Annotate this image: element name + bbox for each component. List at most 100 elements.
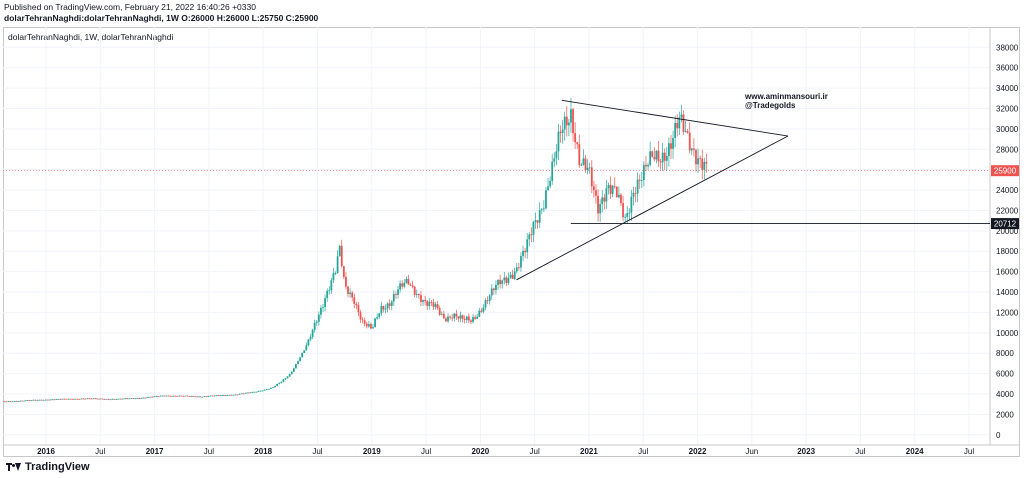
- candle-body: [390, 301, 393, 306]
- candle-body: [240, 393, 243, 395]
- candle-body: [42, 399, 45, 401]
- candle-body: [19, 400, 22, 402]
- candle-body: [557, 131, 560, 152]
- candle-body: [542, 208, 545, 210]
- y-tick-label: 36000: [996, 64, 1019, 73]
- candle-body: [440, 313, 443, 315]
- candle-body: [513, 271, 516, 279]
- candle-body: [88, 398, 91, 400]
- candle-body: [586, 167, 589, 171]
- candle-body: [582, 158, 585, 165]
- candle-body: [124, 398, 126, 400]
- candle-body: [134, 398, 137, 400]
- candle-body: [149, 396, 151, 398]
- candle-body: [424, 299, 427, 302]
- candle-body: [49, 399, 51, 401]
- candle-body: [499, 279, 502, 285]
- candle-body: [265, 389, 268, 391]
- candle-body: [22, 400, 24, 402]
- candle-body: [153, 396, 156, 398]
- published-info: Published on TradingView.com, February 2…: [4, 2, 256, 12]
- candle-body: [255, 391, 258, 393]
- candle-body: [428, 301, 431, 306]
- x-tick-label: 2019: [363, 447, 381, 456]
- candle-body: [517, 267, 520, 269]
- candle-body: [451, 317, 454, 319]
- tradingview-logo[interactable]: TradingView: [6, 461, 90, 473]
- candle-body: [247, 392, 249, 394]
- y-tick-label: 22000: [996, 206, 1019, 215]
- candle-body: [130, 398, 133, 400]
- candle-body: [670, 143, 672, 149]
- candle-body: [226, 395, 229, 396]
- candle-body: [278, 382, 281, 384]
- candle-body: [361, 319, 364, 321]
- candle-body: [315, 321, 318, 323]
- candle-body: [28, 400, 31, 401]
- candle-body: [107, 398, 110, 400]
- candle-body: [547, 186, 549, 191]
- candle-body: [505, 277, 508, 283]
- candle-body: [545, 190, 547, 209]
- candle-body: [330, 280, 333, 291]
- candle-body: [413, 286, 416, 295]
- candle-body: [699, 158, 702, 160]
- candlestick-chart[interactable]: www.aminmansouri.ir@Tradegolds 0 2000 4000…: [3, 27, 1020, 457]
- trendline-upper: [561, 99, 789, 137]
- candle-body: [205, 396, 208, 398]
- candle-body: [76, 398, 79, 400]
- candle-body: [549, 180, 552, 187]
- candle-body: [303, 350, 306, 353]
- candle-body: [430, 301, 433, 303]
- candle-body: [38, 399, 41, 401]
- candle-body: [232, 394, 235, 396]
- candle-body: [555, 151, 558, 159]
- candle-body: [115, 399, 118, 400]
- x-tick-label: 2018: [254, 447, 272, 456]
- candle-body: [686, 131, 689, 133]
- candle-body: [609, 185, 612, 194]
- candle-body: [220, 395, 222, 397]
- candle-body: [705, 161, 708, 164]
- candle-body: [224, 395, 226, 396]
- y-tick-label: 32000: [996, 104, 1019, 113]
- candle-body: [311, 329, 314, 337]
- candle-body: [442, 313, 445, 319]
- candle-body: [574, 133, 577, 143]
- candle-body: [340, 245, 343, 267]
- candle-body: [588, 167, 591, 169]
- candle-body: [259, 390, 262, 392]
- candle-body: [388, 303, 391, 306]
- candle-body: [611, 185, 614, 194]
- candle-body: [636, 179, 639, 194]
- candle-body: [501, 280, 504, 285]
- chart-legend: dolarTehranNaghdi, 1W, dolarTehranNaghdi: [8, 32, 174, 42]
- candle-body: [657, 150, 660, 162]
- candle-body: [701, 158, 704, 170]
- candle-body: [370, 324, 372, 329]
- candle-body: [334, 272, 337, 274]
- y-tick-label: 12000: [996, 308, 1019, 317]
- candle-body: [7, 401, 10, 403]
- candle-body: [367, 324, 370, 327]
- candle-body: [605, 188, 608, 202]
- candle-body: [222, 395, 224, 396]
- candle-body: [363, 320, 366, 324]
- candle-body: [484, 300, 487, 308]
- x-tick-label: Jul: [964, 447, 974, 456]
- candle-body: [420, 295, 422, 302]
- candle-body: [69, 398, 72, 400]
- candle-body: [67, 398, 70, 400]
- candle-body: [190, 396, 193, 397]
- candle-body: [351, 292, 354, 298]
- candle-body: [399, 283, 402, 290]
- candle-body: [655, 150, 658, 160]
- candle-body: [257, 390, 260, 392]
- candle-body: [640, 180, 643, 181]
- candle-body: [111, 398, 114, 400]
- candle-body: [276, 383, 279, 386]
- candle-body: [213, 395, 216, 397]
- candle-body: [61, 398, 64, 400]
- candle-body: [457, 316, 460, 319]
- candle-body: [553, 158, 556, 162]
